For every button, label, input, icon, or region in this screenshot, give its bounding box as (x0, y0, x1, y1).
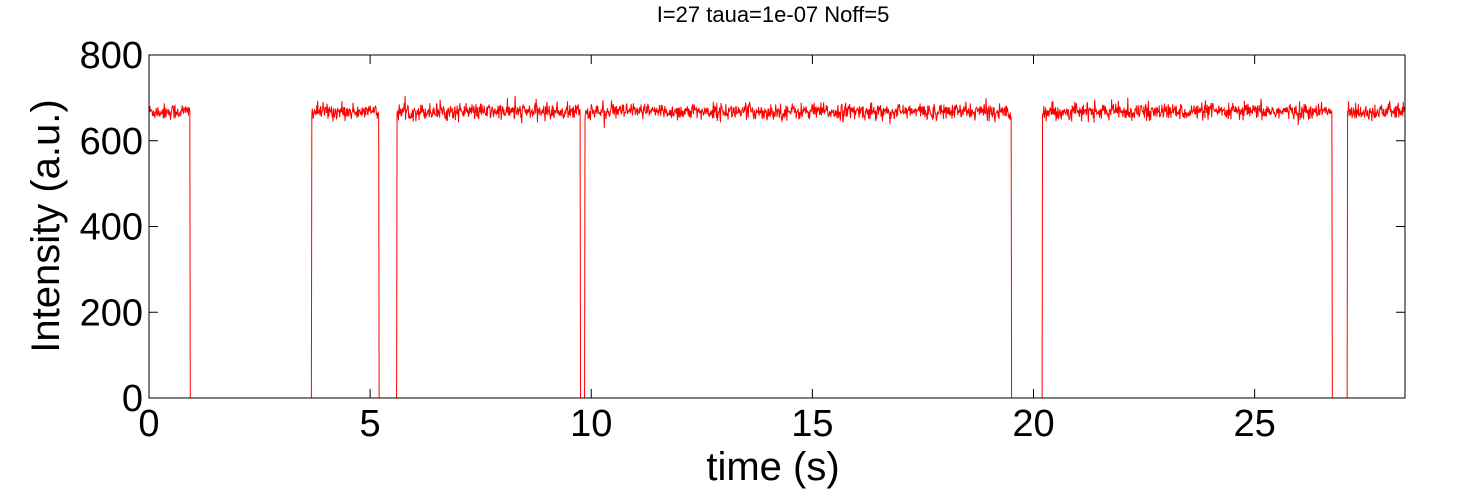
series-group (148, 95, 1406, 399)
y-axis-ticks: 0 200 400 600 800 (80, 35, 1405, 420)
chart-title: I=27 taua=1e-07 Noff=5 (657, 2, 890, 27)
y-axis-label: Intensity (a.u.) (24, 99, 68, 352)
x-tick-label: 10 (570, 403, 612, 445)
x-tick-label: 15 (791, 403, 833, 445)
y-tick-label: 400 (80, 207, 143, 249)
y-tick-label: 800 (80, 35, 143, 77)
x-tick-label: 0 (138, 403, 159, 445)
x-tick-label: 20 (1012, 403, 1054, 445)
x-axis-ticks: 0 5 10 15 20 25 (138, 55, 1276, 445)
y-tick-label: 200 (80, 292, 143, 334)
x-tick-label: 5 (360, 403, 381, 445)
x-tick-label: 25 (1233, 403, 1275, 445)
y-tick-label: 0 (122, 378, 143, 420)
plot-area (148, 54, 1406, 399)
intensity-series-line (148, 95, 1406, 399)
plot-background (149, 55, 1405, 398)
y-tick-label: 600 (80, 121, 143, 163)
x-axis-label: time (s) (706, 445, 839, 489)
